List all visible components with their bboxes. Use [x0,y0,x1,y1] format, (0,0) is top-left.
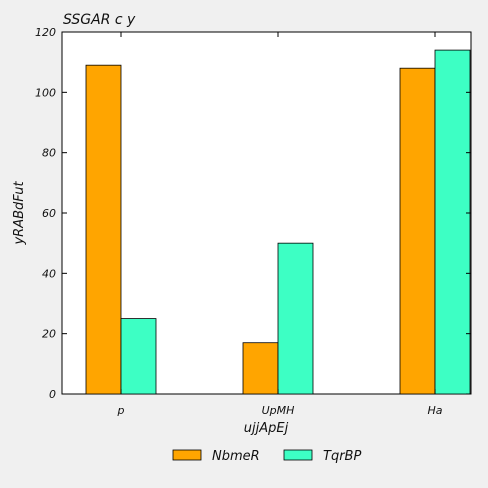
bars-group [85,49,471,395]
legend-label-NbmeR: NbmeR [212,449,260,464]
bar-TqrBP-UpMH [277,242,314,395]
y-tick-label: 0 [49,388,56,401]
y-ticks-group: 0 20 40 60 80 100 120 [35,26,471,401]
x-ticks-group: p UpMH Ha [117,32,443,417]
x-tick-label: UpMH [262,404,295,417]
chart-title: SSGAR c y [63,12,136,28]
legend: NbmeR TqrBP [172,449,361,464]
bar-TqrBP-Ha [434,49,471,395]
y-axis-label: yRABdFut [12,181,27,246]
y-tick-label: 100 [35,86,56,99]
legend-swatch-TqrBP [283,449,313,461]
x-tick-label: p [117,404,125,417]
legend-swatch-NbmeR [172,449,202,461]
y-tick-label: 80 [42,147,56,160]
x-axis-label: ujjApEj [244,421,289,436]
bar-TqrBP-p [120,318,157,395]
bar-NbmeR-p [85,64,122,395]
legend-label-TqrBP: TqrBP [323,449,361,464]
y-tick-label: 20 [42,328,56,341]
y-tick-label: 60 [42,207,56,220]
y-tick-label: 40 [42,267,56,280]
y-tick-label: 120 [35,26,56,39]
x-tick-label: Ha [427,404,442,417]
bar-NbmeR-UpMH [242,342,279,395]
bar-NbmeR-Ha [399,67,436,395]
